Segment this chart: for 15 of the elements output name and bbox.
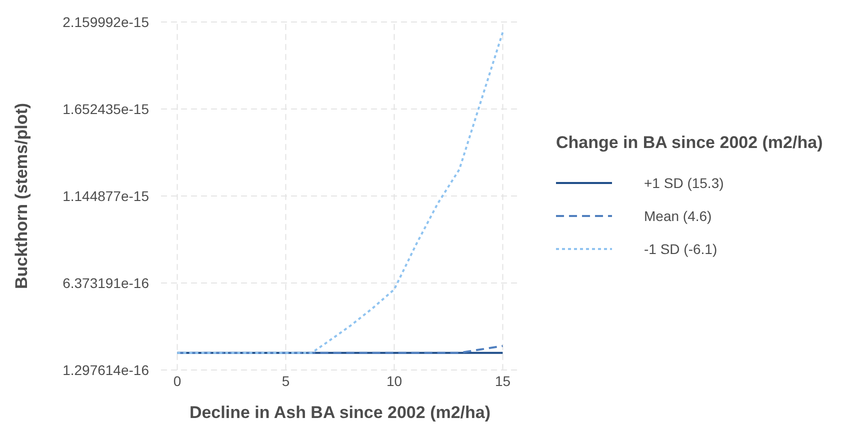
- y-axis-title: Buckthorn (stems/plot): [12, 102, 31, 290]
- y-tick-label: 2.159992e-15: [62, 14, 150, 30]
- y-tick-label: 6.373191e-16: [62, 275, 150, 291]
- y-tick-label: 1.144877e-15: [62, 188, 150, 204]
- y-tick-label: 1.297614e-16: [62, 362, 150, 378]
- legend-label: +1 SD (15.3): [644, 175, 724, 191]
- x-tick-label: 0: [173, 373, 182, 389]
- legend-label: Mean (4.6): [644, 208, 712, 224]
- legend-label: -1 SD (-6.1): [644, 241, 718, 257]
- legend-title: Change in BA since 2002 (m2/ha): [556, 133, 823, 152]
- y-tick-label: 1.652435e-15: [62, 101, 150, 117]
- x-axis-title: Decline in Ash BA since 2002 (m2/ha): [189, 403, 491, 422]
- x-tick-label: 15: [494, 373, 511, 389]
- x-tick-label: 10: [386, 373, 402, 389]
- x-tick-label: 5: [282, 373, 290, 389]
